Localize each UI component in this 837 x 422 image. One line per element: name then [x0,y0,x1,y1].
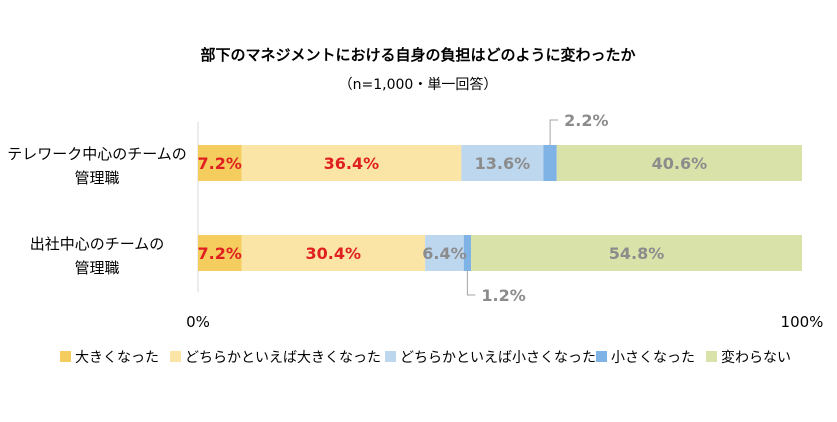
bar-segments [198,145,802,271]
data-label: 6.4% [422,244,466,263]
category-label: 管理職 [74,169,119,187]
data-label: 7.2% [198,154,242,173]
callout-labels: 2.2% 1.2% [466,111,609,305]
data-labels: 7.2% 36.4% 13.6% 40.6% 7.2% 30.4% 6.4% 54.8% [198,154,708,263]
category-label: 出社中心のチームの [30,235,165,253]
callout-leader-line [466,271,476,296]
legend-label: 変わらない [721,349,791,366]
bar-segment [198,235,242,271]
category-label: テレワーク中心のチームの [7,145,187,163]
callout-label: 1.2% [481,286,525,305]
x-tick-label: 100% [781,313,824,331]
data-label: 54.8% [609,244,665,263]
legend-swatch [385,351,396,362]
bar-segment [241,235,426,271]
bar-segment [425,235,464,271]
legend-swatch [706,351,717,362]
category-label: 管理職 [74,259,119,277]
data-label: 36.4% [324,154,380,173]
x-tick-labels: 0% 100% [186,313,823,331]
bar-segment [556,145,802,181]
bar-segment [461,145,544,181]
data-label: 13.6% [475,154,531,173]
bar-segment [471,235,802,271]
legend-swatch [60,351,71,362]
bar-segment [463,235,472,271]
bar-segment [198,145,242,181]
chart-title: 部下のマネジメントにおける自身の負担はどのように変わったか [200,46,635,64]
bar-segment [543,145,557,181]
legend-swatch [596,351,607,362]
legend: 大きくなった どちらかといえば大きくなった どちらかといえば小さくなった 小さくなった… [60,349,791,366]
legend-label: どちらかといえば小さくなった [400,350,596,366]
data-label: 7.2% [198,244,242,263]
legend-label: 小さくなった [611,350,695,366]
data-label: 40.6% [652,154,708,173]
callout-label: 2.2% [564,111,608,130]
bar-segment [241,145,462,181]
data-label: 30.4% [306,244,362,263]
callout-leader-line [549,119,559,145]
chart-subtitle: （n=1,000・単一回答） [339,76,498,93]
legend-label: 大きくなった [75,350,159,366]
legend-swatch [170,351,181,362]
legend-label: どちらかといえば大きくなった [185,350,381,366]
x-tick-label: 0% [186,313,210,331]
